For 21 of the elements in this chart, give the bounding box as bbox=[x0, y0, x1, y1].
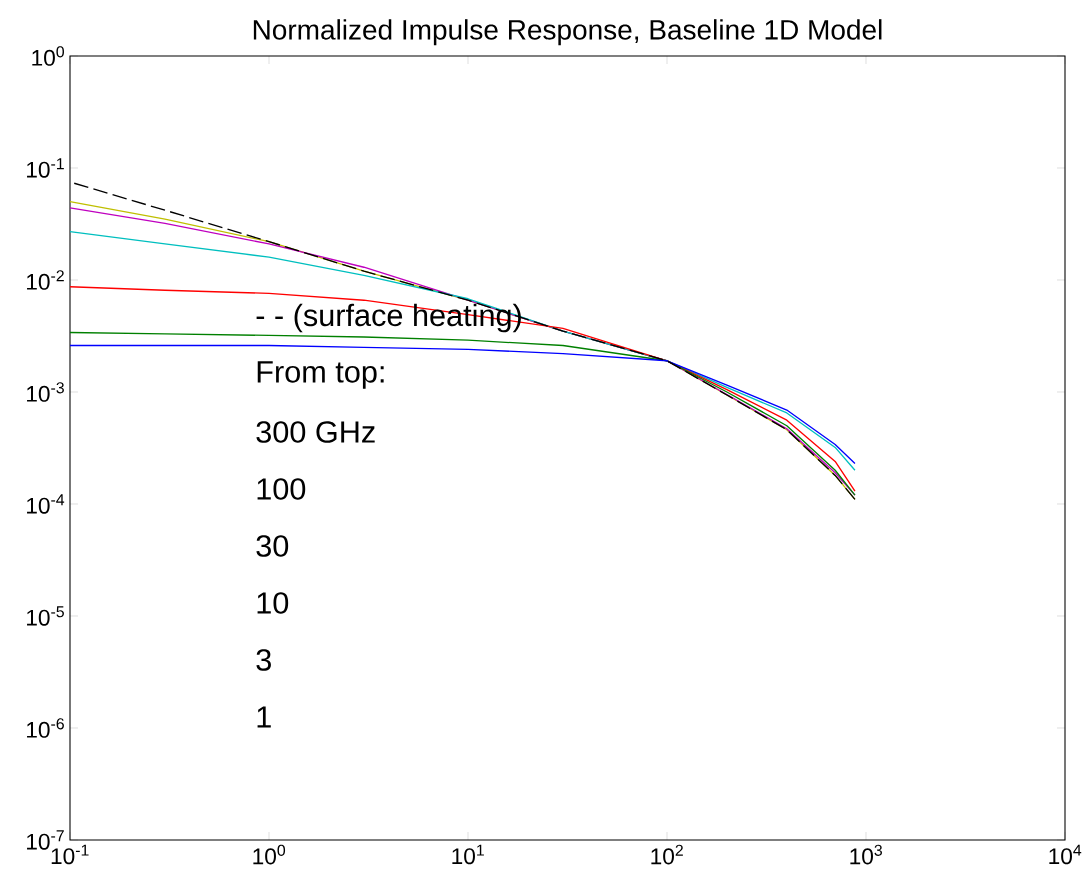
y-tick-label: 10$^{-5}$ bbox=[27, 606, 64, 626]
y-tick-label: 10$^{-1}$ bbox=[27, 158, 64, 178]
y-tick-label: 10$^{-2}$ bbox=[27, 270, 64, 290]
y-tick-label: 10$^{0}$ bbox=[32, 46, 64, 66]
x-tick-label: 10$^{4}$ bbox=[1049, 844, 1082, 865]
chart-title: Normalized Impulse Response, Baseline 1D Model bbox=[253, 19, 882, 46]
x-tick-label: 10$^{2}$ bbox=[651, 844, 683, 865]
annotation: 1 bbox=[257, 706, 271, 728]
annotation: From top: bbox=[257, 361, 384, 389]
x-tick-label: 10$^{0}$ bbox=[253, 844, 286, 865]
x-tick-label: 10$^{1}$ bbox=[452, 844, 484, 865]
annotation: 300 GHz bbox=[256, 421, 375, 443]
y-tick-label: 10$^{-6}$ bbox=[27, 718, 64, 738]
y-tick-label: 10$^{-4}$ bbox=[27, 494, 65, 514]
y-tick-label: 10$^{-3}$ bbox=[27, 382, 64, 402]
annotation: 100 bbox=[257, 478, 306, 500]
x-tick-label: 10$^{3}$ bbox=[850, 844, 882, 865]
x-tick-label: 10$^{-1}$ bbox=[51, 844, 89, 865]
annotation: 3 bbox=[256, 649, 271, 671]
annotation: 30 bbox=[256, 535, 289, 557]
annotation: 10 bbox=[257, 592, 289, 614]
